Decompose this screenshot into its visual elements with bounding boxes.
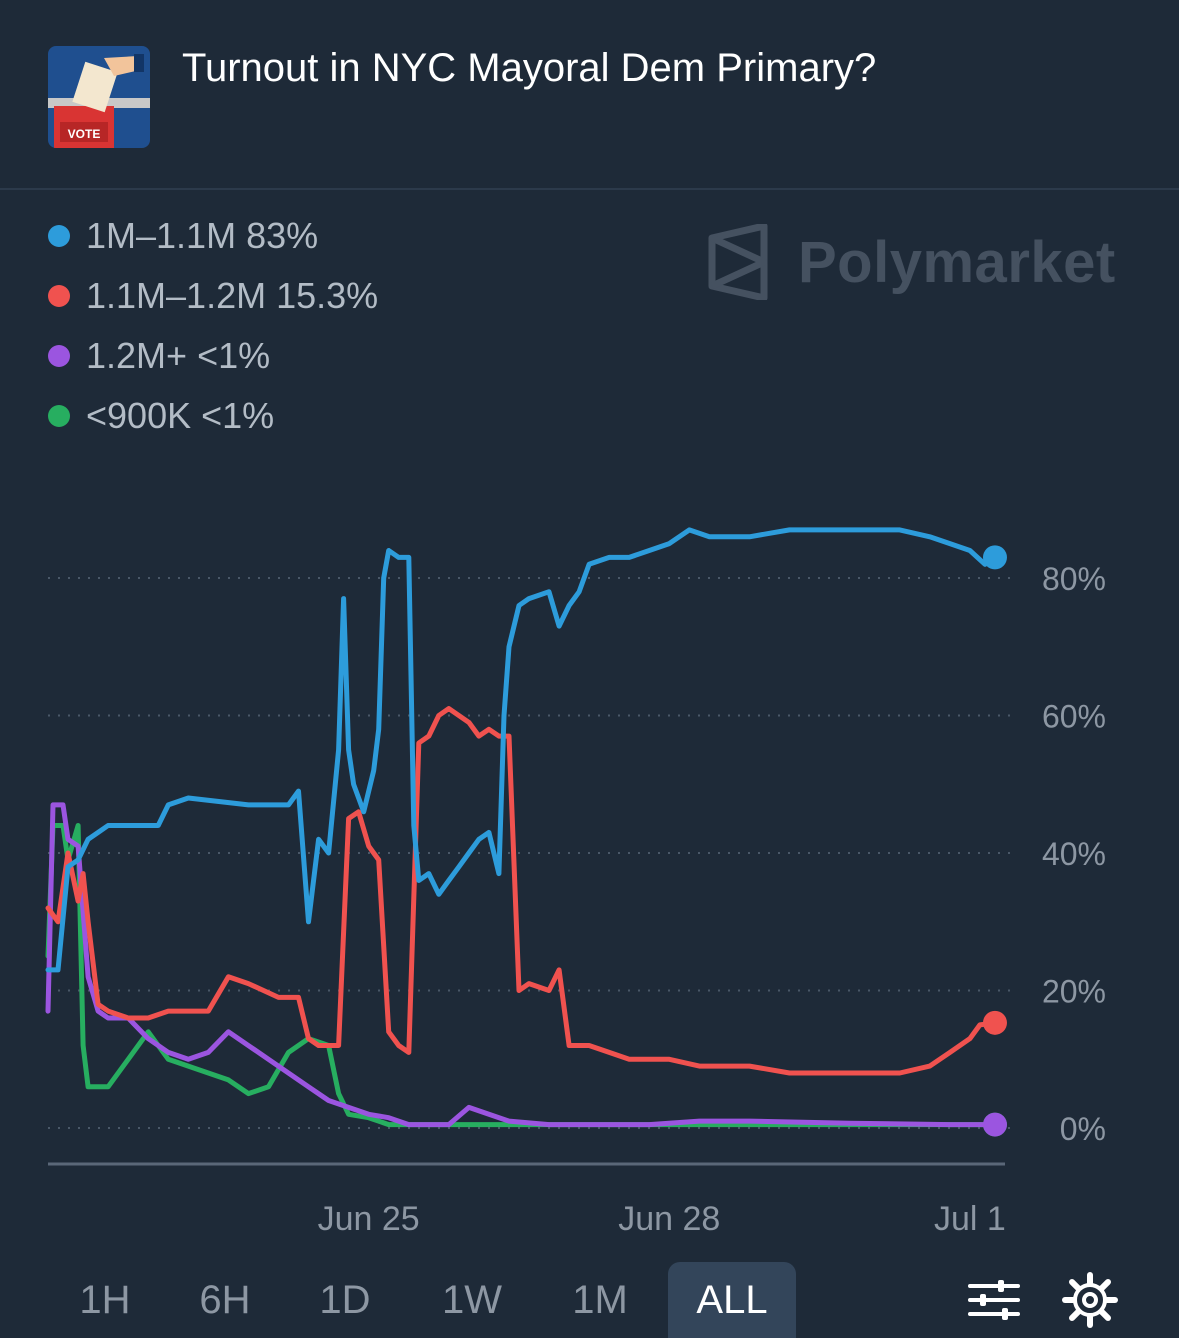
series-end-marker [982, 545, 1007, 570]
legend-value: <1% [201, 395, 275, 436]
range-button-1h[interactable]: 1H [79, 1277, 131, 1322]
market-title: Turnout in NYC Mayoral Dem Primary? [182, 46, 877, 90]
legend-label: 1.2M+ [86, 335, 188, 376]
series-line [45, 802, 998, 1128]
price-history-chart: 0% 20% 40% 60% 80% Jun 25 Jun 28 Jul 1 [45, 527, 1106, 1238]
legend-dot-icon [48, 405, 70, 427]
legend-item[interactable]: 1M–1.1M 83% [48, 206, 378, 266]
range-button-1m[interactable]: 1M [572, 1277, 628, 1322]
y-tick-label: 40% [1042, 836, 1106, 872]
series-line [45, 706, 998, 1076]
x-tick-label: Jun 25 [318, 1200, 420, 1238]
legend-item[interactable]: <900K <1% [48, 386, 378, 446]
polymarket-watermark: Polymarket [706, 222, 1116, 302]
range-button-1d[interactable]: 1D [319, 1277, 371, 1322]
legend-label: 1M–1.1M [86, 215, 237, 256]
ballot-box-icon: VOTE [48, 46, 150, 148]
legend-dot-icon [48, 345, 70, 367]
series-end-marker [982, 1010, 1007, 1035]
watermark-text: Polymarket [798, 229, 1116, 295]
legend-value: 15.3% [276, 275, 379, 316]
thumbnail-label: VOTE [68, 127, 101, 141]
legend-value: 83% [246, 215, 319, 256]
legend-value: <1% [197, 335, 271, 376]
y-tick-label: 60% [1042, 699, 1106, 735]
settings-button[interactable] [1062, 1272, 1118, 1328]
series-line [45, 527, 998, 973]
polymarket-logo-icon [708, 224, 768, 300]
market-thumbnail[interactable]: VOTE [48, 46, 150, 148]
market-header: VOTE Turnout in NYC Mayoral Dem Primary? [0, 0, 1179, 190]
range-button-1w[interactable]: 1W [442, 1277, 502, 1322]
y-tick-label: 80% [1042, 561, 1106, 597]
range-button-6h[interactable]: 6H [199, 1277, 251, 1322]
legend-label: 1.1M–1.2M [86, 275, 267, 316]
series-line [45, 823, 998, 1128]
y-tick-label: 20% [1042, 974, 1106, 1010]
legend-item[interactable]: 1.2M+ <1% [48, 326, 378, 386]
chart-legend: 1M–1.1M 83% 1.1M–1.2M 15.3% 1.2M+ <1% <900K <1% [48, 206, 378, 446]
legend-label: <900K [86, 395, 192, 436]
x-tick-label: Jul 1 [934, 1200, 1006, 1238]
gear-icon [1062, 1272, 1118, 1328]
series-end-marker [982, 1112, 1007, 1137]
range-button-all[interactable]: ALL [668, 1262, 796, 1338]
y-tick-label: 0% [1060, 1111, 1106, 1147]
legend-dot-icon [48, 225, 70, 247]
legend-item[interactable]: 1.1M–1.2M 15.3% [48, 266, 378, 326]
x-tick-label: Jun 28 [618, 1200, 720, 1238]
sliders-icon [968, 1280, 1020, 1320]
filter-button[interactable] [966, 1272, 1022, 1328]
time-range-selector: 1H 6H 1D 1W 1M ALL [0, 1262, 1179, 1338]
legend-dot-icon [48, 285, 70, 307]
